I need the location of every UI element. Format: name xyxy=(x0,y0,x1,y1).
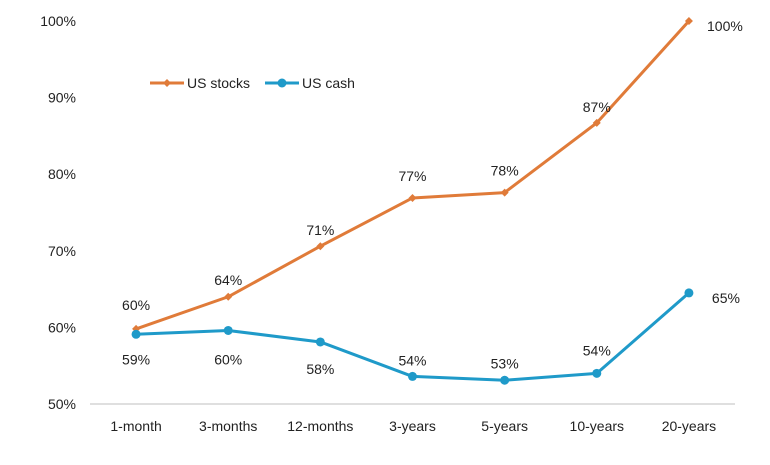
x-axis: 1-month 3-months 12-months 3-years 5-years 10… xyxy=(90,403,735,434)
data-point-us-stocks xyxy=(592,118,601,127)
legend-label-us-cash: US cash xyxy=(302,75,355,91)
data-label-us-cash: 59% xyxy=(122,351,150,367)
data-point-us-cash xyxy=(131,329,141,339)
data-label-us-cash: 58% xyxy=(306,361,334,377)
y-tick-label: 100% xyxy=(40,13,76,29)
x-tick-label: 20-years xyxy=(662,418,716,434)
data-point-us-cash xyxy=(684,288,694,298)
data-label-us-stocks: 100% xyxy=(707,18,743,34)
data-label-us-stocks: 78% xyxy=(491,163,519,179)
y-tick-label: 80% xyxy=(48,166,76,182)
data-label-us-stocks: 77% xyxy=(398,168,426,184)
label-layer: 60% 64% 71% 77% 78% 87% 100% 59% 60% 58% 54% 53% 54%… xyxy=(122,18,743,377)
legend-marker-us-stocks xyxy=(163,79,171,87)
data-point-us-stocks xyxy=(408,193,417,202)
data-point-us-cash xyxy=(500,375,510,385)
y-tick-label: 70% xyxy=(48,243,76,259)
data-label-us-cash: 53% xyxy=(491,355,519,371)
x-tick-label: 3-months xyxy=(199,418,257,434)
data-label-us-cash: 54% xyxy=(583,342,611,358)
y-tick-label: 90% xyxy=(48,90,76,106)
data-label-us-cash: 54% xyxy=(398,352,426,368)
legend: US stocks US cash xyxy=(150,75,355,91)
series-layer xyxy=(131,17,694,385)
y-tick-label: 60% xyxy=(48,319,76,335)
y-axis: 50% 60% 70% 80% 90% 100% xyxy=(40,13,76,412)
data-label-us-stocks: 64% xyxy=(214,272,242,288)
data-point-us-stocks xyxy=(316,242,325,251)
data-label-us-stocks: 60% xyxy=(122,297,150,313)
x-tick-label: 10-years xyxy=(570,418,624,434)
legend-marker-us-cash xyxy=(277,78,287,88)
data-label-us-cash: 60% xyxy=(214,351,242,367)
data-point-us-cash xyxy=(315,337,325,347)
data-point-us-cash xyxy=(408,371,417,381)
x-tick-label: 5-years xyxy=(481,418,528,434)
data-point-us-stocks xyxy=(224,292,233,301)
data-point-us-stocks xyxy=(684,17,693,25)
x-tick-label: 1-month xyxy=(110,418,161,434)
legend-label-us-stocks: US stocks xyxy=(187,75,250,91)
x-tick-label: 12-months xyxy=(287,418,353,434)
data-label-us-stocks: 87% xyxy=(583,99,611,115)
data-label-us-stocks: 71% xyxy=(306,222,334,238)
data-point-us-cash xyxy=(223,325,233,335)
data-point-us-stocks xyxy=(500,188,509,197)
data-point-us-cash xyxy=(592,368,602,378)
x-tick-label: 3-years xyxy=(389,418,436,434)
data-label-us-cash: 65% xyxy=(712,290,740,306)
y-tick-label: 50% xyxy=(48,396,76,412)
